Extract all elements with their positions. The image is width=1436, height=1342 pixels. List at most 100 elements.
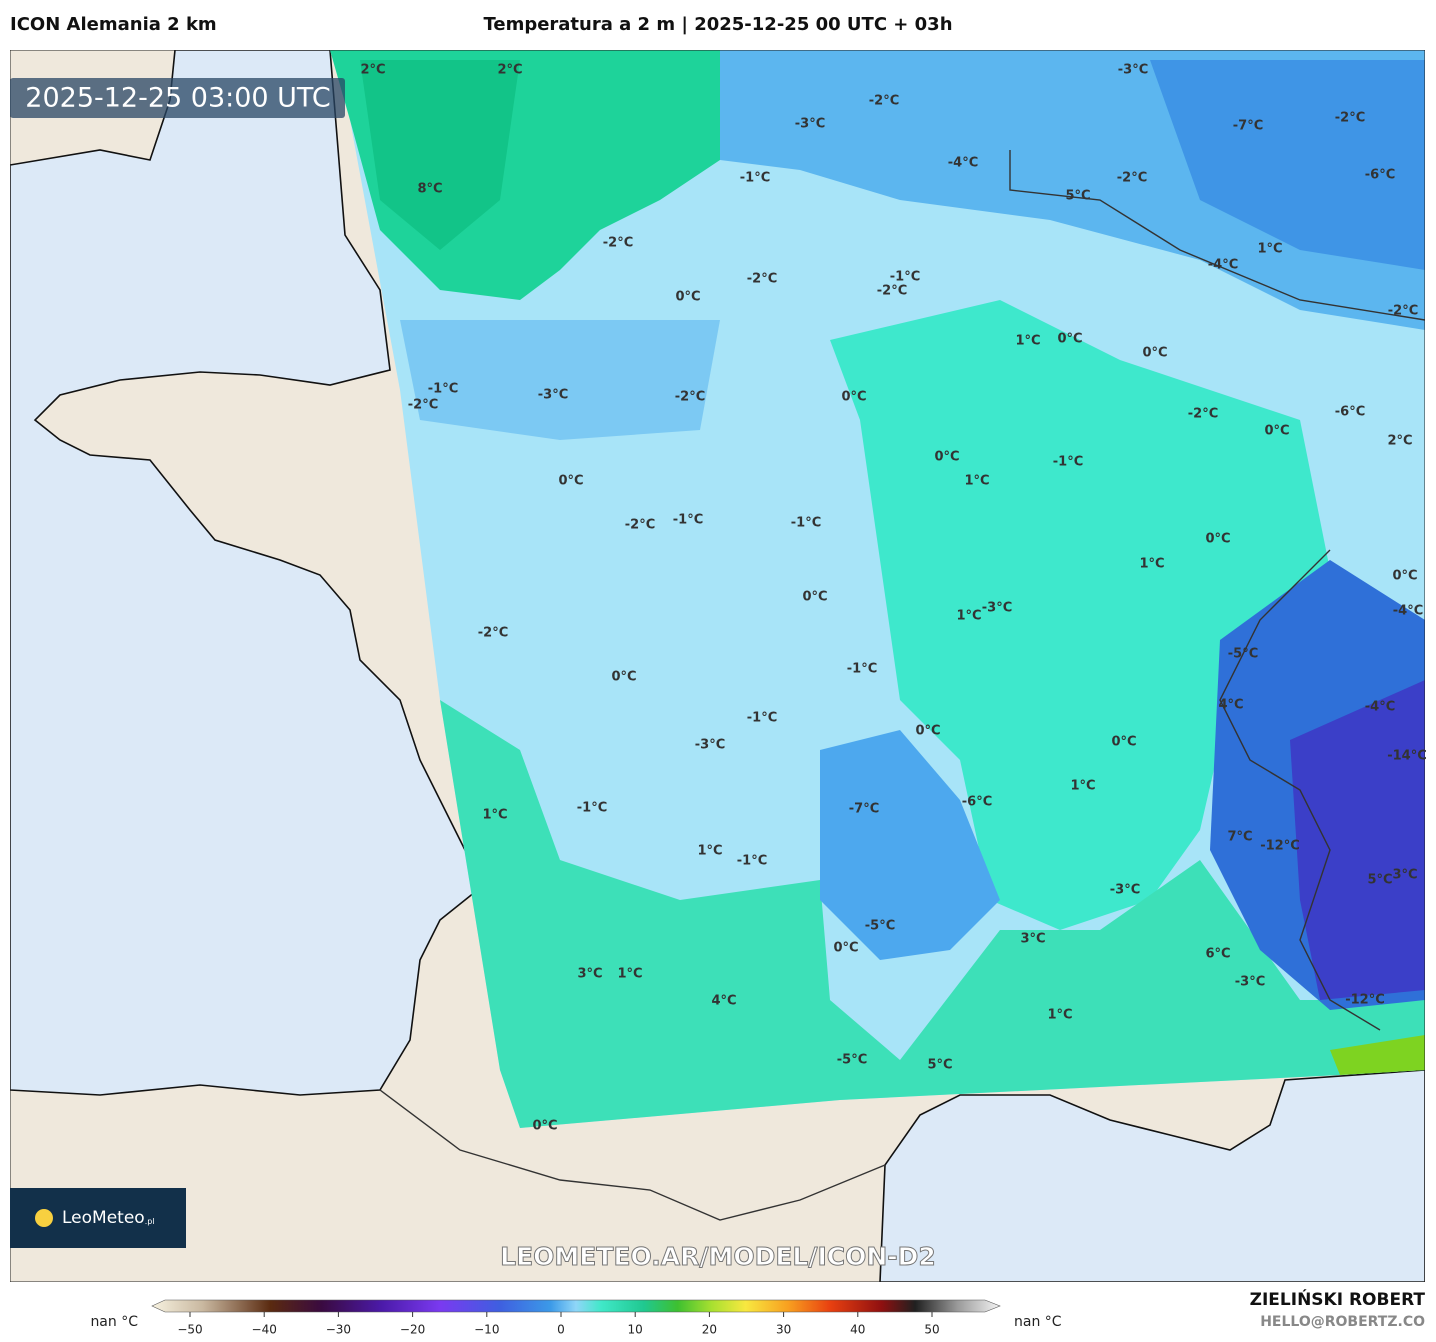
temperature-label: -2°C bbox=[408, 398, 438, 413]
temperature-label: -1°C bbox=[847, 662, 877, 677]
colorbar-right-label: nan °C bbox=[1014, 1314, 1062, 1330]
map bbox=[10, 50, 1425, 1282]
temperature-label: -1°C bbox=[1053, 455, 1083, 470]
temperature-label: -2°C bbox=[1117, 171, 1147, 186]
temperature-label: -3°C bbox=[1110, 883, 1140, 898]
temperature-label: 1°C bbox=[1139, 557, 1164, 572]
colorbar-ticks: −50 −40 −30 −20 −10 0 10 20 30 40 50 bbox=[177, 1312, 940, 1337]
temperature-label: 0°C bbox=[841, 390, 866, 405]
temperature-label: -2°C bbox=[1335, 111, 1365, 126]
temperature-label: 0°C bbox=[675, 290, 700, 305]
temperature-label: 0°C bbox=[915, 724, 940, 739]
temperature-field bbox=[820, 730, 1000, 960]
temperature-label: -2°C bbox=[1188, 407, 1218, 422]
temperature-label: -5°C bbox=[1228, 647, 1258, 662]
colorbar-tick-label: 50 bbox=[924, 1323, 939, 1337]
temperature-label: 1°C bbox=[1047, 1008, 1072, 1023]
colorbar-tick-label: −50 bbox=[177, 1323, 202, 1337]
temperature-label: -1°C bbox=[737, 854, 767, 869]
temperature-field bbox=[440, 700, 1425, 1128]
temperature-field bbox=[1290, 680, 1425, 1000]
temperature-label: -6°C bbox=[1365, 168, 1395, 183]
temperature-label: -14°C bbox=[1387, 749, 1427, 764]
temperature-label: 6°C bbox=[1205, 947, 1230, 962]
credit-email: HELLO@ROBERTZ.CO bbox=[1260, 1314, 1425, 1330]
temperature-label: -3°C bbox=[982, 601, 1012, 616]
temperature-label: -3°C bbox=[795, 117, 825, 132]
colorbar-tick-label: −20 bbox=[400, 1323, 425, 1337]
temperature-label: 1°C bbox=[482, 808, 507, 823]
temperature-label: 0°C bbox=[1392, 569, 1417, 584]
temperature-labels: 2°C 2°C -3°C-2°C-3°C -7°C-2°C-4°C-1°C -2°C -6… bbox=[360, 63, 1426, 1134]
temperature-label: 4°C bbox=[1218, 698, 1243, 713]
temperature-label: -1°C bbox=[428, 382, 458, 397]
temperature-label: 2°C bbox=[1387, 434, 1412, 449]
border bbox=[1009, 150, 1425, 321]
temperature-label: 3°C bbox=[1392, 868, 1417, 883]
temperature-label: -1°C bbox=[747, 711, 777, 726]
temperature-label: -4°C bbox=[1208, 258, 1238, 273]
mediterranean-sea bbox=[879, 1069, 1425, 1282]
temperature-label: 0°C bbox=[1057, 332, 1082, 347]
timestamp-box bbox=[10, 78, 345, 118]
temperature-label: -2°C bbox=[675, 390, 705, 405]
temperature-field bbox=[1330, 1035, 1425, 1075]
colorbar-tick-label: −40 bbox=[252, 1323, 277, 1337]
temperature-label: -2°C bbox=[625, 518, 655, 533]
colorbar-tick-label: 20 bbox=[702, 1323, 717, 1337]
temperature-label: -1°C bbox=[577, 801, 607, 816]
temperature-label: -2°C bbox=[1388, 304, 1418, 319]
temperature-label: -2°C bbox=[747, 272, 777, 287]
border bbox=[1219, 549, 1381, 1031]
temperature-label: -6°C bbox=[962, 795, 992, 810]
temperature-label: -4°C bbox=[1393, 604, 1423, 619]
colorbar bbox=[151, 1299, 1001, 1313]
temperature-label: 0°C bbox=[558, 474, 583, 489]
colorbar-left-label: nan °C bbox=[90, 1314, 138, 1330]
temperature-label: 0°C bbox=[1142, 346, 1167, 361]
temperature-label: 8°C bbox=[417, 182, 442, 197]
temperature-label: 0°C bbox=[934, 450, 959, 465]
border bbox=[379, 1089, 886, 1221]
temperature-label: -3°C bbox=[1235, 975, 1265, 990]
logo-text: LeoMeteo.pl bbox=[62, 1208, 155, 1228]
temperature-label: 1°C bbox=[956, 609, 981, 624]
temperature-label: -4°C bbox=[1365, 700, 1395, 715]
watermark: LEOMETEO.AR/MODEL/ICON-D2 bbox=[500, 1242, 936, 1271]
colorbar-tick-label: 40 bbox=[850, 1323, 865, 1337]
temperature-label: 1°C bbox=[697, 844, 722, 859]
colorbar-tick-label: 10 bbox=[628, 1323, 643, 1337]
temperature-label: 1°C bbox=[1070, 779, 1095, 794]
temperature-label: -2°C bbox=[869, 94, 899, 109]
temperature-label: -3°C bbox=[695, 738, 725, 753]
temperature-label: -1°C bbox=[791, 516, 821, 531]
temperature-label: -1°C bbox=[740, 171, 770, 186]
timestamp: 2025-12-25 03:00 UTC bbox=[25, 83, 330, 114]
temperature-field bbox=[1150, 60, 1425, 270]
temperature-label: -12°C bbox=[1260, 839, 1300, 854]
credit-name: ZIELIŃSKI ROBERT bbox=[1250, 1288, 1426, 1310]
temperature-label: 5°C bbox=[927, 1058, 952, 1073]
logo-sun bbox=[35, 1209, 53, 1227]
temperature-field bbox=[830, 300, 1340, 930]
temperature-label: 3°C bbox=[577, 967, 602, 982]
temperature-label: 7°C bbox=[1227, 830, 1252, 845]
temperature-label: -7°C bbox=[849, 802, 879, 817]
colorbar-tick-label: 0 bbox=[557, 1323, 565, 1337]
temperature-label: -2°C bbox=[603, 236, 633, 251]
temperature-label: 5°C bbox=[1367, 873, 1392, 888]
temperature-label: -2°C bbox=[478, 626, 508, 641]
temperature-field bbox=[400, 320, 720, 440]
colorbar-tick-label: −10 bbox=[474, 1323, 499, 1337]
temperature-label: 0°C bbox=[1111, 735, 1136, 750]
temperature-label: -2°C bbox=[877, 284, 907, 299]
temperature-label: 5°C bbox=[1065, 189, 1090, 204]
temperature-label: 0°C bbox=[532, 1119, 557, 1134]
temperature-label: 1°C bbox=[1015, 334, 1040, 349]
temperature-label: -1°C bbox=[890, 270, 920, 285]
temperature-label: 3°C bbox=[1020, 932, 1045, 947]
colorbar-tick-label: 30 bbox=[776, 1323, 791, 1337]
colorbar-tick-label: −30 bbox=[326, 1323, 351, 1337]
